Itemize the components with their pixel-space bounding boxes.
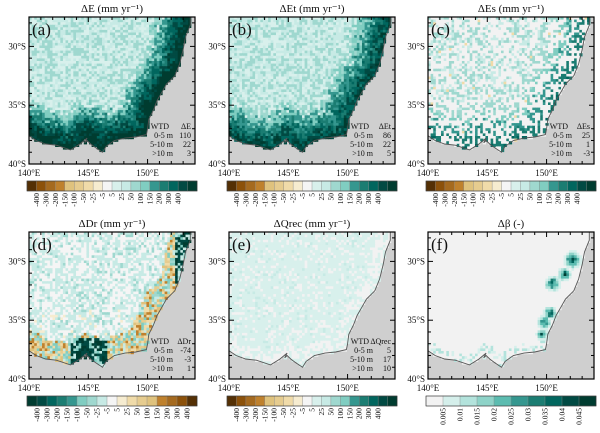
colorbar-swatch bbox=[188, 181, 198, 191]
colorbar-swatch bbox=[150, 181, 160, 191]
colorbar-swatch bbox=[103, 181, 113, 191]
colorbar-swatch bbox=[36, 181, 46, 191]
y-tick-label: 40°S bbox=[8, 159, 26, 169]
legend-header-var: ΔE bbox=[181, 122, 191, 131]
colorbar-tick-label: -25 bbox=[89, 193, 98, 203]
colorbar-swatch bbox=[27, 181, 37, 191]
colorbar-swatch bbox=[55, 181, 65, 191]
colorbar-swatch bbox=[84, 181, 94, 191]
y-tick-label: 35°S bbox=[8, 100, 26, 110]
colorbar-tick-label: -50 bbox=[79, 193, 88, 203]
colorbar-swatch bbox=[159, 181, 169, 191]
legend-row-depth: 5-10 m bbox=[150, 140, 174, 149]
colorbar-tick-label: -5 bbox=[98, 193, 107, 199]
panel-title: ΔEt (mm yr⁻¹) bbox=[279, 3, 344, 15]
colorbar-swatch bbox=[65, 181, 75, 191]
x-tick-label: 150°E bbox=[136, 168, 159, 178]
colorbar: -400 -300 -200 -150 -100 -50 -25 -5 5 25 50 100 150 2… bbox=[27, 181, 197, 207]
colorbar-tick-label: 50 bbox=[126, 193, 135, 201]
colorbar-swatch bbox=[112, 181, 122, 191]
colorbar-swatch bbox=[121, 181, 131, 191]
colorbar-tick-label: -300 bbox=[41, 193, 50, 207]
legend-row-value: 22 bbox=[183, 140, 191, 149]
legend-row-value: 110 bbox=[179, 131, 191, 140]
colorbar-swatch bbox=[131, 181, 141, 191]
colorbar-tick-label: -200 bbox=[51, 193, 60, 207]
colorbar-tick-label: 100 bbox=[136, 193, 145, 205]
colorbar-tick-label: 400 bbox=[174, 193, 183, 205]
colorbar-tick-label: 25 bbox=[117, 193, 126, 201]
colorbar-tick-label: 150 bbox=[145, 193, 154, 205]
colorbar-tick-label: -100 bbox=[70, 193, 79, 207]
colorbar-swatch bbox=[93, 181, 103, 191]
colorbar-tick-label: -400 bbox=[32, 193, 41, 207]
colorbar-tick-label: 200 bbox=[155, 193, 164, 205]
colorbar-tick-label: -150 bbox=[60, 193, 69, 207]
figure: ΔE (mm yr⁻¹) 140°E 145°E 150°E 30°S 35°S 40°S (… bbox=[0, 0, 600, 433]
colorbar-swatch bbox=[46, 181, 56, 191]
x-tick-label: 145°E bbox=[77, 168, 100, 178]
legend-row-value: 3 bbox=[187, 149, 191, 158]
colorbar-swatch bbox=[169, 181, 179, 191]
x-tick-label: 140°E bbox=[18, 168, 41, 178]
colorbar-swatch bbox=[140, 181, 150, 191]
colorbar-swatch bbox=[178, 181, 188, 191]
map-panel-a: ΔE (mm yr⁻¹) 140°E 145°E 150°E 30°S 35°S 40°S (… bbox=[8, 3, 197, 207]
colorbar-swatch bbox=[74, 181, 84, 191]
legend-row-depth: >10 m bbox=[152, 149, 174, 158]
legend-header-wtd: WTD bbox=[151, 122, 169, 131]
y-tick-label: 30°S bbox=[8, 41, 26, 51]
panel-label: (a) bbox=[32, 20, 51, 39]
colorbar-tick-label: 5 bbox=[108, 193, 117, 197]
colorbar-tick-label: 300 bbox=[164, 193, 173, 205]
map-panel-b: ΔEt (mm yr⁻¹)140°E 145°E 150°E30°S35°S40°S… bbox=[208, 3, 397, 207]
panel-title: ΔE (mm yr⁻¹) bbox=[81, 3, 143, 15]
legend-row-depth: 0-5 m bbox=[154, 131, 174, 140]
